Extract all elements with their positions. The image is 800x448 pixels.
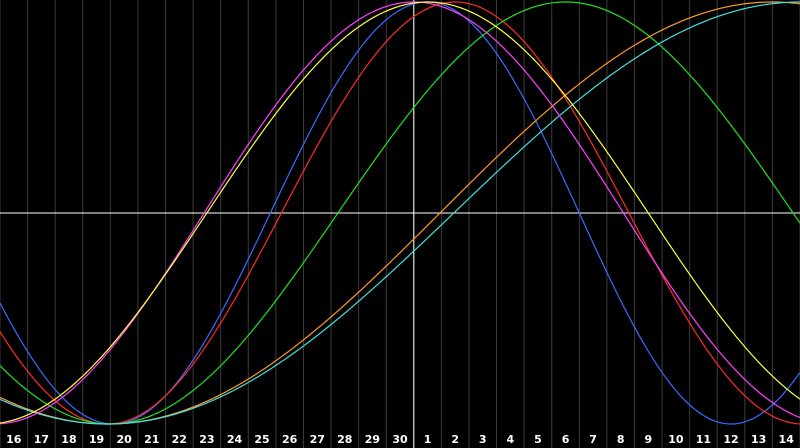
x-tick-label: 30	[392, 433, 408, 446]
x-tick-label: 26	[282, 433, 298, 446]
x-tick-label: 17	[34, 433, 49, 446]
series-line-2	[0, 1, 800, 425]
x-tick-label: 4	[507, 433, 515, 446]
x-tick-label: 5	[534, 433, 542, 446]
x-tick-label: 12	[723, 433, 738, 446]
x-tick-labels: 16 17 18 19 20 21 22 23 24 25 26 27 28 29 30 1 2 3 4 5 6 7 8 9 1…	[6, 433, 794, 446]
series-line-0	[0, 1, 800, 425]
x-tick-label: 14	[779, 433, 795, 446]
x-tick-label: 24	[227, 433, 243, 446]
series-line-4	[0, 1, 800, 425]
x-tick-label: 21	[144, 433, 159, 446]
x-tick-label: 29	[365, 433, 380, 446]
x-tick-label: 27	[310, 433, 325, 446]
x-tick-label: 9	[644, 433, 652, 446]
x-tick-label: 28	[337, 433, 352, 446]
series-line-1	[0, 1, 800, 425]
x-tick-label: 3	[479, 433, 487, 446]
x-tick-label: 2	[451, 433, 459, 446]
x-tick-label: 6	[562, 433, 570, 446]
x-tick-label: 10	[668, 433, 684, 446]
x-tick-label: 23	[199, 433, 214, 446]
x-tick-label: 18	[61, 433, 76, 446]
x-tick-label: 25	[254, 433, 269, 446]
series-line-6	[0, 1, 800, 424]
x-tick-label: 8	[617, 433, 625, 446]
x-tick-label: 16	[6, 433, 22, 446]
x-tick-label: 13	[751, 433, 766, 446]
x-tick-label: 7	[589, 433, 597, 446]
series-line-5	[0, 1, 800, 425]
x-tick-label: 19	[89, 433, 104, 446]
x-tick-label: 20	[116, 433, 132, 446]
series-lines	[0, 1, 800, 425]
x-tick-label: 11	[696, 433, 711, 446]
x-tick-label: 22	[172, 433, 187, 446]
x-tick-label: 1	[424, 433, 432, 446]
